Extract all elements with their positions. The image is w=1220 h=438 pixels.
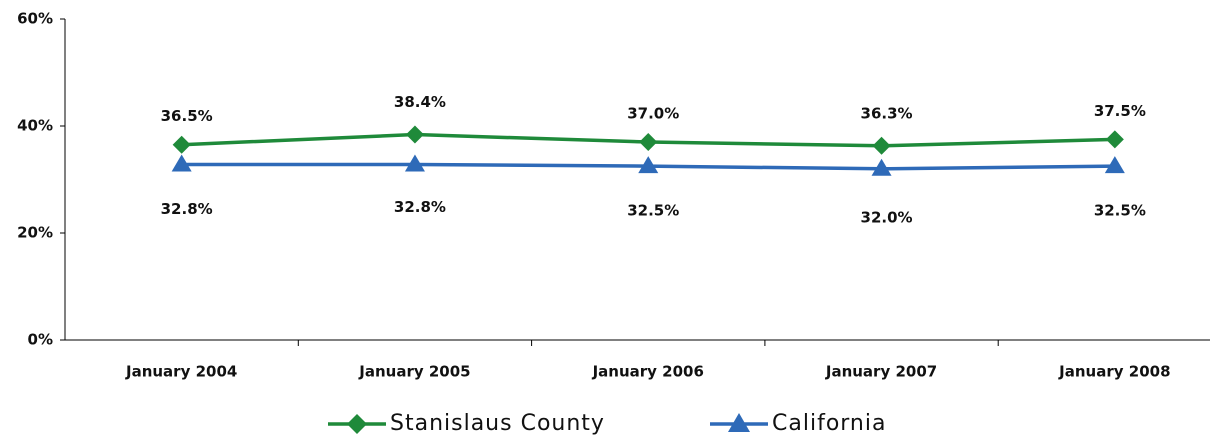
legend-marker [728,413,750,432]
x-tick-label: January 2004 [125,363,237,381]
point-marker [639,133,658,152]
x-tick-label: January 2006 [592,363,704,381]
value-label: 37.0% [627,105,679,123]
y-tick-label: 20% [17,224,53,242]
value-label: 36.3% [861,104,913,122]
point-marker [172,135,191,154]
point-marker [1105,130,1124,149]
legend-marker [347,414,367,434]
point-marker [171,154,192,172]
value-label: 32.5% [1094,202,1146,220]
point-marker [405,125,424,144]
value-label: 32.8% [394,198,446,216]
value-label: 32.5% [627,202,679,220]
y-tick-label: 0% [28,331,53,349]
point-marker [1104,156,1125,174]
point-marker [872,136,891,155]
x-tick-label: January 2005 [358,363,470,381]
point-marker [871,158,892,176]
value-label: 32.8% [161,200,213,218]
value-label: 36.5% [161,107,213,125]
value-label: 37.5% [1094,102,1146,120]
x-tick-label: January 2008 [1058,363,1170,381]
value-label: 38.4% [394,93,446,111]
point-marker [404,154,425,172]
y-tick-label: 60% [17,10,53,28]
legend-label: Stanislaus County [390,411,605,436]
point-marker [638,156,659,174]
x-tick-label: January 2007 [825,363,937,381]
legend-label: California [772,411,886,436]
y-tick-label: 40% [17,117,53,135]
value-label: 32.0% [861,208,913,226]
